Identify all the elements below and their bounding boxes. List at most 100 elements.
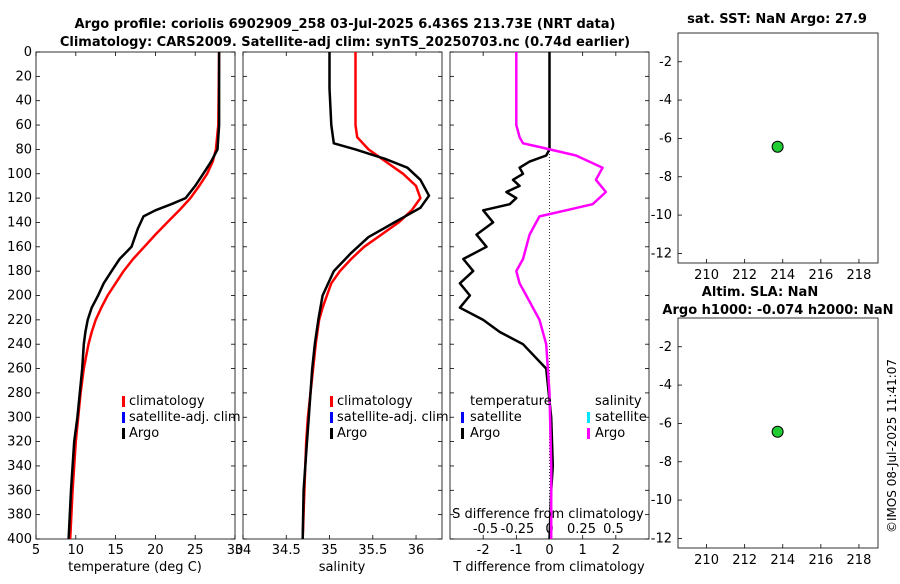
ytick-label: 200 [7,289,32,304]
figure-title-line2: Climatology: CARS2009. Satellite-adj cli… [60,35,630,50]
ytick-label: 120 [7,191,32,206]
temperature-xlabel: temperature (deg C) [68,560,202,575]
map-xtick-label: 214 [770,553,795,568]
ytick-label: 380 [7,508,32,523]
xtick-label: 34.5 [272,543,301,558]
ytick-label: 280 [7,386,32,401]
ytick-label: 60 [15,118,32,133]
sla-map-title-line1: Altim. SLA: NaN [702,285,818,300]
ytick-label: 220 [7,313,32,328]
ytick-label: 0 [24,45,32,60]
s-difference-label: S difference from climatology [452,507,644,522]
xtick-label: 35.5 [358,543,387,558]
legend-s-satellite: satellite [595,410,647,425]
xtick-label: 20 [147,543,164,558]
ytick-label: 320 [7,435,32,450]
ytick-label: 340 [7,459,32,474]
ytick-label: 40 [15,94,32,109]
ytick-label: 240 [7,337,32,352]
map-ytick-label: -2 [659,340,672,355]
xtick-label: 35 [321,543,338,558]
ytick-label: 260 [7,362,32,377]
map-ytick-label: -8 [659,455,672,470]
salinity-panel: 34 34.5 35 35.5 36 salinity climatology sate… [235,51,449,575]
xtick-label: -1 [510,543,523,558]
line-argo [301,52,431,540]
legend-t-argo: Argo [470,426,500,441]
ytick-label: 300 [7,410,32,425]
legend-satellite-adj: satellite-adj. clim [337,410,449,425]
map-ytick-label: -4 [659,378,672,393]
xtick-label: 1 [579,543,587,558]
ytick-label: 20 [15,69,32,84]
timestamp: ©IMOS 08-Jul-2025 11:41:07 [885,359,899,533]
xtick-label: 15 [107,543,124,558]
line-climatology [301,52,422,540]
legend-argo: Argo [129,426,159,441]
xtick-label: 5 [32,543,40,558]
salinity-axes-box [242,51,443,540]
difference-legend: temperature satellite Argo salinity sate… [461,394,647,441]
map-ytick-label: -8 [659,170,672,185]
sla-map-axes-box [677,317,879,549]
map-ytick-label: -2 [659,55,672,70]
stick-label: 0.25 [567,522,596,537]
map-ytick-label: -4 [659,93,672,108]
xtick-label: 2 [612,543,620,558]
ytick-label: 140 [7,215,32,230]
map-xtick-label: 214 [770,268,795,283]
ytick-label: 400 [7,532,32,547]
legend-t-satellite: satellite [470,410,522,425]
map-ytick-label: -10 [651,208,672,223]
map-ytick-label: -6 [659,416,672,431]
sla-map-panel: Altim. SLA: NaN Argo h1000: -0.074 h2000… [651,285,894,568]
xtick-label: 25 [187,543,204,558]
figure-title-line1: Argo profile: coriolis 6902909_258 03-Ju… [75,17,616,32]
map-xtick-label: 212 [732,268,757,283]
legend-argo: Argo [337,426,367,441]
legend-satellite-adj: satellite-adj. clim [129,410,241,425]
map-xtick-label: 218 [847,268,872,283]
line-climatology [68,51,221,540]
xtick-label: 0 [545,543,553,558]
stick-label: 0.5 [603,522,624,537]
legend-climatology: climatology [129,394,205,409]
t-difference-label: T difference from climatology [452,560,645,575]
sst-map-title: sat. SST: NaN Argo: 27.9 [687,12,867,27]
ytick-label: 360 [7,483,32,498]
map-ytick-label: -12 [651,531,672,546]
xtick-label: 10 [68,543,85,558]
ytick-label: 180 [7,264,32,279]
legend-climatology: climatology [337,394,413,409]
map-xtick-label: 216 [808,553,833,568]
line-t-argo [458,52,555,540]
map-xtick-label: 210 [694,553,719,568]
xtick-label: 36 [408,543,425,558]
argo-location-marker [771,140,784,153]
salinity-xlabel: salinity [319,560,366,575]
sst-map-axes-box [677,32,879,264]
map-xtick-label: 212 [732,553,757,568]
stick-label: -0.5 [473,522,498,537]
legend-salinity-title: salinity [595,394,642,409]
salinity-legend: climatology satellite-adj. clim Argo [330,394,449,441]
map-xtick-label: 218 [847,553,872,568]
legend-s-argo: Argo [595,426,625,441]
xtick-label: -2 [477,543,490,558]
temperature-panel: 0 20 40 60 80 100 120 140 160 180 200 220 240 260 280 3… [7,45,243,575]
map-ytick-label: -6 [659,131,672,146]
map-ytick-label: -12 [651,246,672,261]
ytick-label: 80 [15,142,32,157]
line-argo [67,52,221,540]
line-s-argo [515,52,608,539]
map-xtick-label: 216 [808,268,833,283]
sla-map-title-line2: Argo h1000: -0.074 h2000: NaN [662,303,893,318]
legend-temperature-title: temperature [470,394,552,409]
xtick-label: 30 [227,543,244,558]
xtick-label: 34 [235,543,252,558]
temperature-legend: climatology satellite-adj. clim Argo [122,394,241,441]
map-xtick-label: 210 [694,268,719,283]
difference-panel: -2 -1 0 1 2-0.5 -0.25 0 0.25 0.5 S difference fr… [449,51,650,575]
temperature-axes-box [35,51,236,540]
